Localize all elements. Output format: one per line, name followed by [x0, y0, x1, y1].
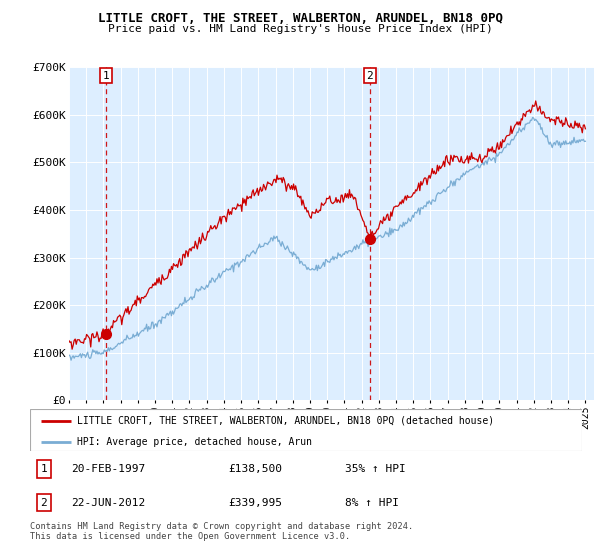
- Text: £339,995: £339,995: [229, 497, 283, 507]
- Text: LITTLE CROFT, THE STREET, WALBERTON, ARUNDEL, BN18 0PQ: LITTLE CROFT, THE STREET, WALBERTON, ARU…: [97, 12, 503, 25]
- Text: 20-FEB-1997: 20-FEB-1997: [71, 464, 146, 474]
- Text: 2: 2: [40, 497, 47, 507]
- Text: 22-JUN-2012: 22-JUN-2012: [71, 497, 146, 507]
- Text: 8% ↑ HPI: 8% ↑ HPI: [344, 497, 398, 507]
- Text: 1: 1: [40, 464, 47, 474]
- Text: HPI: Average price, detached house, Arun: HPI: Average price, detached house, Arun: [77, 437, 312, 446]
- Text: £138,500: £138,500: [229, 464, 283, 474]
- Text: 1: 1: [102, 71, 109, 81]
- Text: 35% ↑ HPI: 35% ↑ HPI: [344, 464, 406, 474]
- Text: 2: 2: [367, 71, 373, 81]
- Text: LITTLE CROFT, THE STREET, WALBERTON, ARUNDEL, BN18 0PQ (detached house): LITTLE CROFT, THE STREET, WALBERTON, ARU…: [77, 416, 494, 426]
- Text: Price paid vs. HM Land Registry's House Price Index (HPI): Price paid vs. HM Land Registry's House …: [107, 24, 493, 34]
- Text: Contains HM Land Registry data © Crown copyright and database right 2024.
This d: Contains HM Land Registry data © Crown c…: [30, 522, 413, 542]
